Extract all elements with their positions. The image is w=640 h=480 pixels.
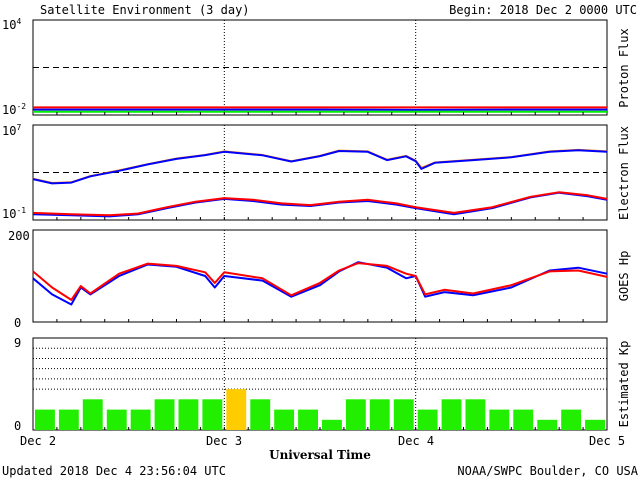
kp-ytick-bottom: 0	[14, 419, 21, 433]
hp-ylabel: GOES Hp	[617, 251, 631, 302]
kp-bar	[585, 419, 605, 430]
kp-bar	[226, 389, 247, 430]
proton-ylabel: Proton Flux	[617, 28, 631, 107]
kp-bar	[513, 409, 534, 430]
kp-bar	[154, 399, 175, 430]
xtick-dec5: Dec 5	[589, 434, 625, 448]
xtick-dec2: Dec 2	[20, 434, 56, 448]
kp-bar	[393, 399, 414, 430]
kp-bar	[322, 419, 342, 430]
xtick-dec3: Dec 3	[206, 434, 242, 448]
kp-bar	[178, 399, 199, 430]
kp-bar	[561, 409, 582, 430]
credit-label: NOAA/SWPC Boulder, CO USA	[457, 464, 638, 478]
proton-ytick-bottom: 10-2	[2, 102, 26, 117]
goes_hp-series-1	[32, 262, 608, 301]
electron-ytick-top: 107	[2, 123, 21, 138]
kp-bar	[465, 399, 486, 430]
updated-timestamp: Updated 2018 Dec 4 23:56:04 UTC	[2, 464, 226, 478]
hp-ytick-top: 200	[8, 229, 30, 243]
kp-bar	[441, 399, 462, 430]
kp-bar	[106, 409, 127, 430]
kp-bar	[35, 409, 55, 430]
kp-bar	[537, 419, 558, 430]
electron-ytick-bottom: 10-1	[2, 206, 26, 221]
kp-bar	[274, 409, 295, 430]
chart-title: Satellite Environment (3 day)	[40, 3, 250, 17]
kp-bar	[130, 409, 151, 430]
kp-ytick-top: 9	[14, 336, 21, 350]
kp-bar	[345, 399, 366, 430]
kp-bar	[369, 399, 390, 430]
kp-bar	[489, 409, 510, 430]
proton-panel	[32, 19, 608, 116]
kp-bar	[298, 409, 318, 430]
kp-ylabel: Estimated Kp	[617, 341, 631, 428]
kp-bar	[417, 409, 438, 430]
electron-series-0	[32, 148, 608, 184]
kp-bar	[58, 409, 79, 430]
begin-label: Begin: 2018 Dec 2 0000 UTC	[449, 3, 637, 17]
x-axis-label: Universal Time	[269, 448, 371, 462]
hp-ytick-bottom: 0	[14, 316, 21, 330]
kp-bar	[202, 399, 223, 430]
electron-ylabel: Electron Flux	[617, 126, 631, 220]
proton-ytick-top: 104	[2, 17, 21, 32]
kp-bar	[250, 399, 271, 430]
electron-series-1	[32, 149, 608, 185]
electron-series-3	[32, 191, 608, 217]
xtick-dec4: Dec 4	[398, 434, 434, 448]
kp-bar	[82, 399, 103, 430]
